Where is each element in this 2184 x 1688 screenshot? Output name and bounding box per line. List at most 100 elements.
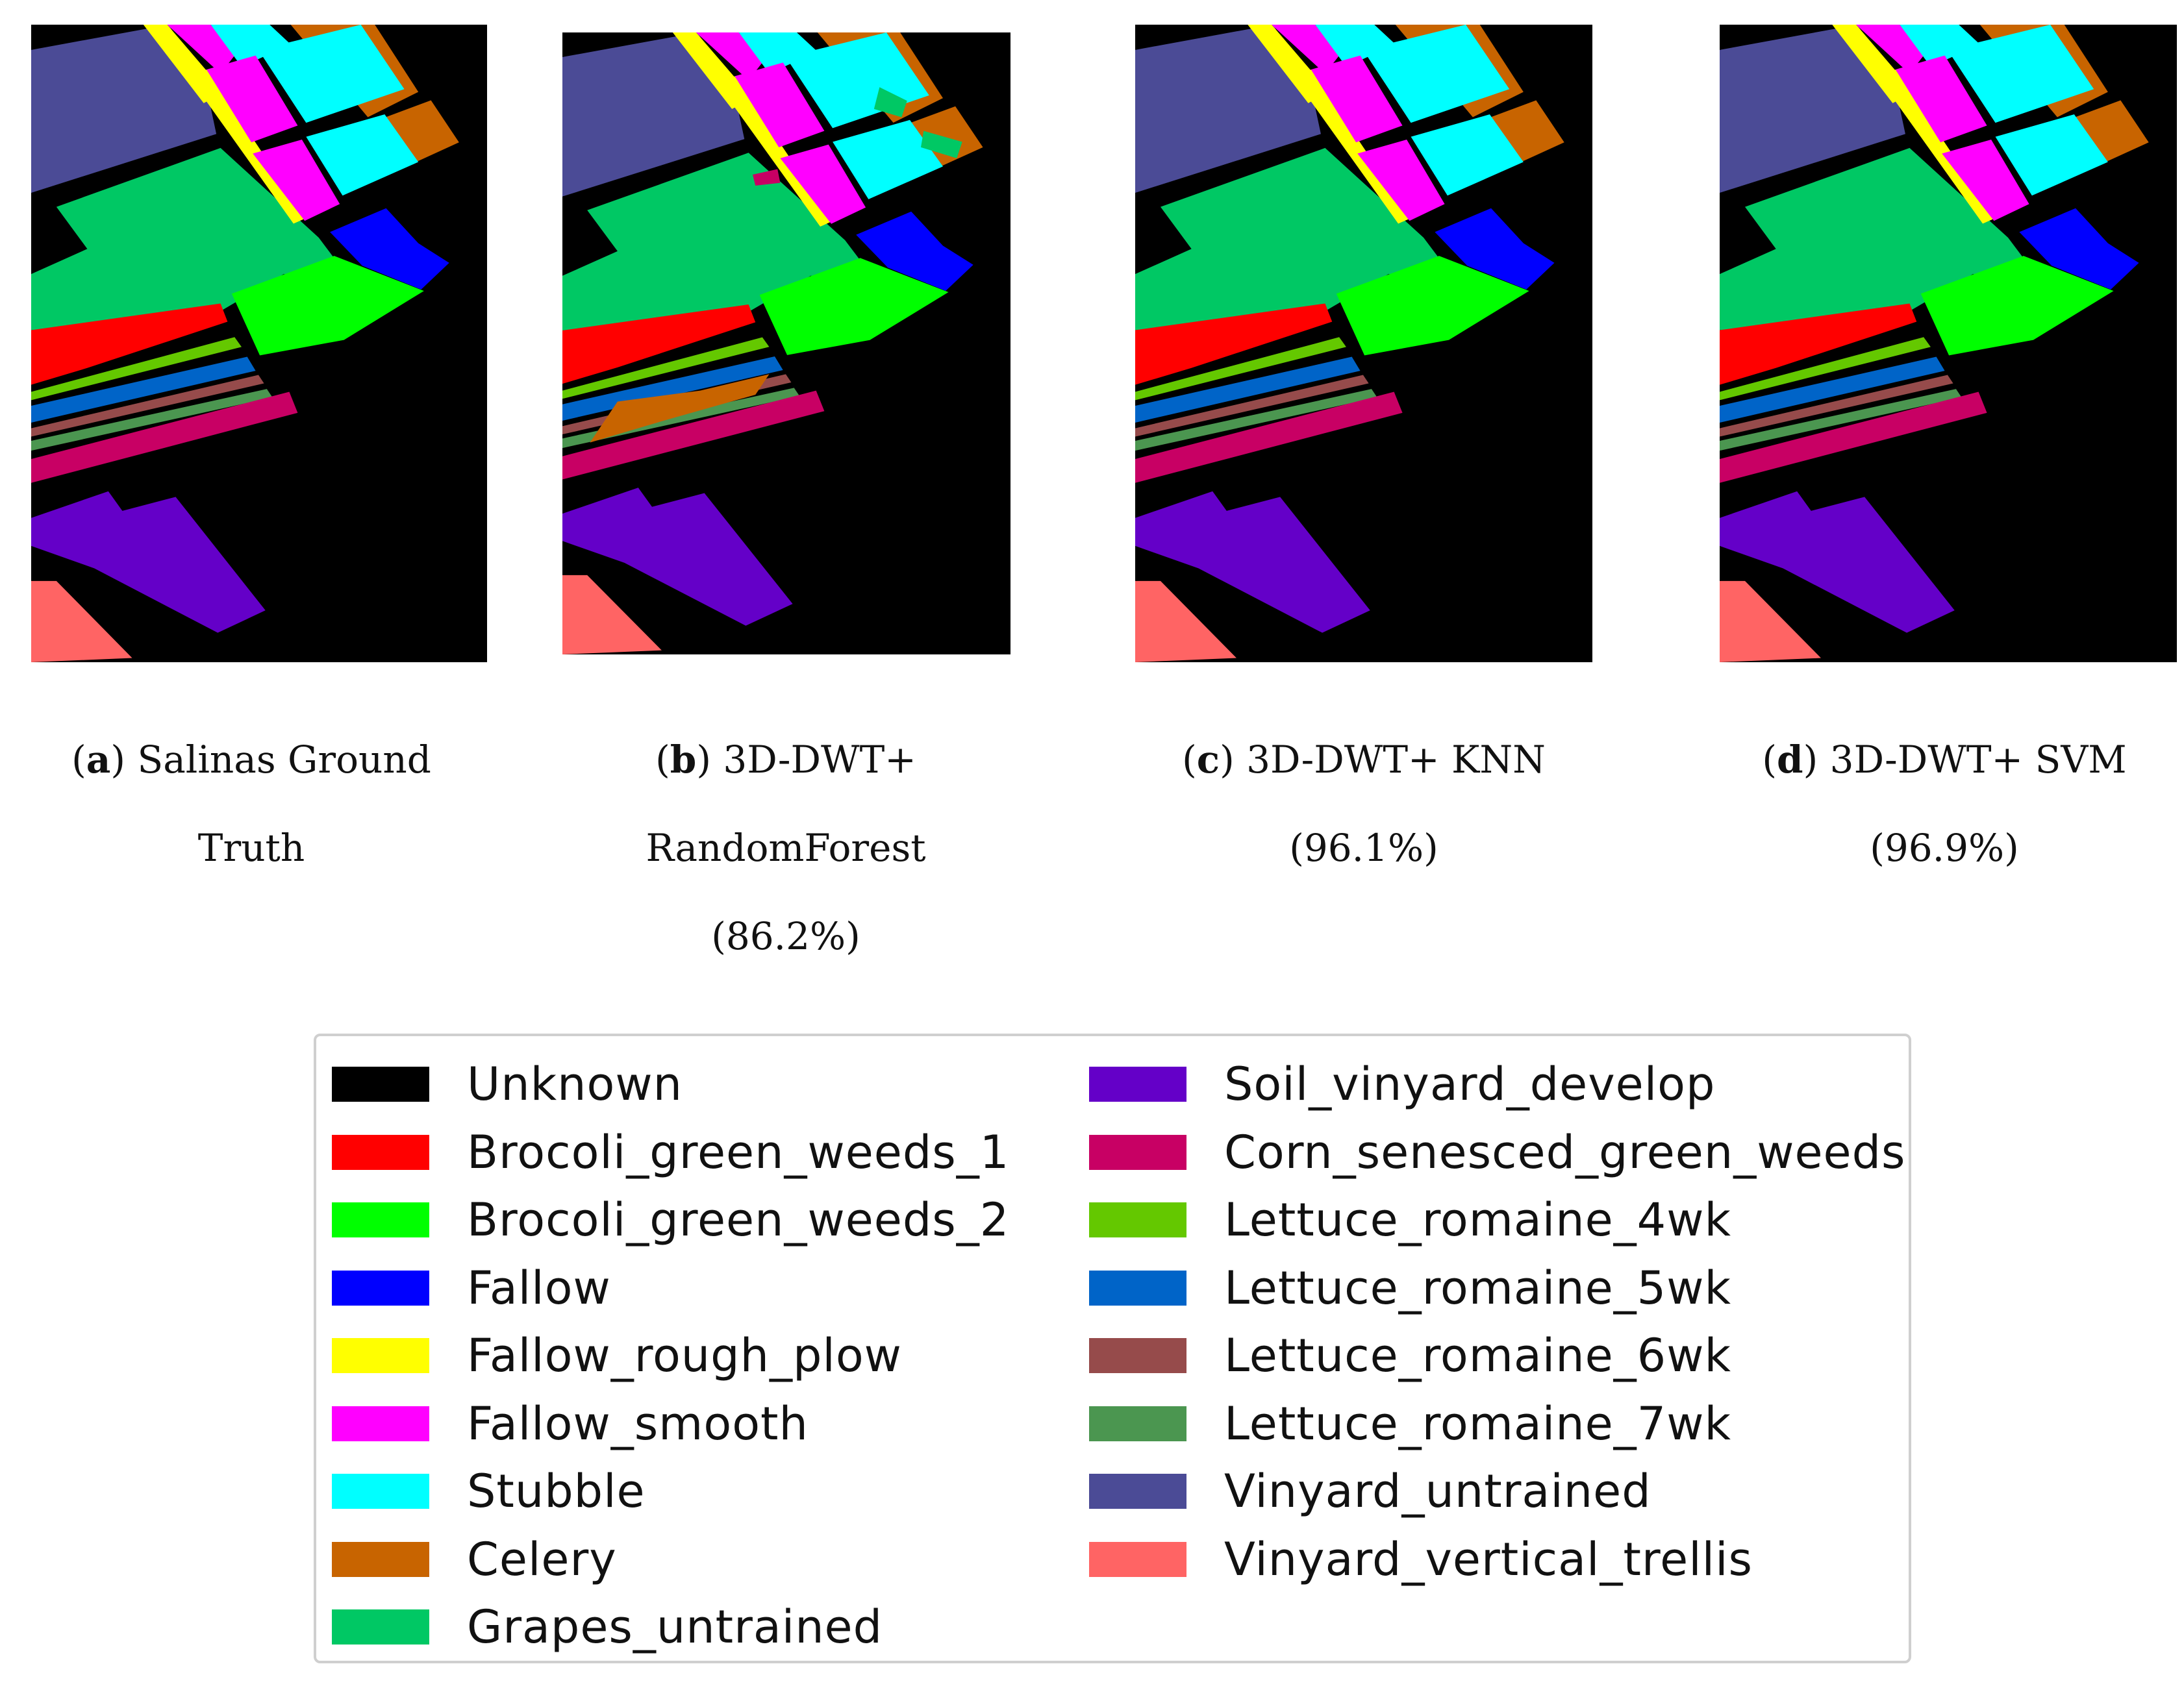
map-region — [190, 69, 307, 224]
map-region — [1720, 389, 1962, 451]
legend-item: Stubble — [332, 1458, 1009, 1526]
legend-label: Brocoli_green_weeds_1 — [467, 1125, 1010, 1179]
map-region — [1411, 114, 1524, 196]
caption-d-line1: (d) 3D-DWT+ SVM — [1762, 738, 2127, 782]
map-region — [231, 256, 424, 356]
legend-label: Lettuce_romaine_4wk — [1224, 1193, 1732, 1247]
classification-map-a — [31, 25, 487, 662]
map-region — [1720, 375, 1953, 437]
legend-swatch — [332, 1067, 429, 1102]
caption-c: (c) 3D-DWT+ KNN (96.1%) — [1130, 715, 1598, 892]
map-region — [210, 25, 291, 67]
map-panel-c — [1135, 25, 1592, 662]
caption-d: (d) 3D-DWT+ SVM (96.9%) — [1714, 715, 2174, 892]
map-region — [1315, 25, 1396, 67]
map-region — [1947, 25, 2094, 123]
legend-label: Unknown — [467, 1058, 683, 1111]
map-region — [330, 208, 449, 290]
legend-label: Soil_vinyard_develop — [1224, 1058, 1716, 1111]
legend-item: Fallow — [332, 1254, 1009, 1322]
map-region — [1720, 491, 1955, 633]
legend-swatch — [1089, 1270, 1186, 1306]
legend-swatch — [332, 1134, 429, 1170]
caption-d-letter: d — [1777, 738, 1803, 782]
caption-b-line3: (86.2%) — [711, 914, 860, 958]
map-region — [31, 303, 228, 385]
map-region — [1135, 147, 1445, 354]
map-region — [833, 119, 943, 199]
map-region — [1720, 580, 1821, 662]
map-region — [1135, 337, 1346, 401]
map-region — [1135, 491, 1370, 633]
legend-swatch — [1089, 1406, 1186, 1441]
legend-swatch — [1089, 1134, 1186, 1170]
legend-label: Lettuce_romaine_6wk — [1224, 1329, 1732, 1383]
map-region — [1135, 303, 1333, 385]
legend-swatch — [1089, 1202, 1186, 1238]
map-region — [1895, 55, 1987, 143]
class-legend: Unknown Brocoli_green_weeds_1 Brocoli_gr… — [314, 1034, 1911, 1663]
map-region — [1135, 25, 1321, 193]
map-region — [1357, 139, 1445, 221]
map-region — [1311, 55, 1403, 143]
caption-b-line1: (b) 3D-DWT+ — [655, 738, 916, 782]
map-region — [1720, 356, 1945, 423]
legend-column-right: Soil_vinyard_develop Corn_senesced_green… — [1089, 1050, 1906, 1593]
map-region — [1720, 391, 1987, 483]
legend-label: Fallow_rough_plow — [467, 1329, 902, 1383]
legend-swatch — [332, 1609, 429, 1645]
map-region — [856, 211, 973, 291]
caption-c-title1: 3D-DWT+ KNN — [1246, 738, 1546, 782]
caption-b: (b) 3D-DWT+ RandomForest (86.2%) — [559, 715, 1013, 980]
legend-item: Lettuce_romaine_5wk — [1089, 1254, 1906, 1322]
map-region — [1362, 25, 1510, 123]
legend-swatch — [332, 1541, 429, 1577]
map-region — [1135, 375, 1369, 437]
map-region — [31, 337, 242, 401]
map-region — [1435, 208, 1555, 290]
map-region — [2060, 100, 2149, 165]
legend-swatch — [1089, 1474, 1186, 1509]
map-region — [759, 258, 949, 355]
legend-label: Lettuce_romaine_7wk — [1224, 1396, 1732, 1450]
caption-d-line2: (96.9%) — [1870, 826, 2019, 870]
caption-c-line1: (c) 3D-DWT+ KNN — [1182, 738, 1546, 782]
caption-a: (a) Salinas Ground Truth — [19, 715, 483, 892]
legend-swatch — [332, 1338, 429, 1374]
map-region — [1900, 25, 1980, 67]
map-region — [562, 488, 793, 626]
legend-item: Grapes_untrained — [332, 1593, 1009, 1661]
map-region — [738, 32, 818, 74]
legend-item: Vinyard_vertical_trellis — [1089, 1526, 1906, 1594]
map-region — [562, 153, 866, 354]
legend-item: Brocoli_green_weeds_2 — [332, 1186, 1009, 1254]
caption-b-title1: 3D-DWT+ — [723, 738, 916, 782]
legend-swatch — [332, 1270, 429, 1306]
map-region — [253, 139, 340, 221]
legend-item: Corn_senesced_green_weeds — [1089, 1119, 1906, 1187]
map-region — [1995, 114, 2108, 196]
map-region — [1135, 389, 1377, 451]
map-region — [1720, 303, 1917, 385]
map-region — [1942, 139, 2029, 221]
map-region — [258, 25, 405, 123]
map-panel-d — [1720, 25, 2177, 662]
legend-item: Fallow_rough_plow — [332, 1322, 1009, 1390]
map-region — [590, 374, 770, 443]
map-region — [1135, 391, 1403, 483]
map-region — [696, 32, 762, 81]
map-region — [31, 580, 132, 662]
legend-swatch — [1089, 1541, 1186, 1577]
legend-label: Fallow — [467, 1261, 611, 1315]
map-region — [1135, 580, 1236, 662]
legend-item: Lettuce_romaine_6wk — [1089, 1322, 1906, 1390]
map-region — [31, 25, 217, 193]
legend-item: Lettuce_romaine_7wk — [1089, 1390, 1906, 1458]
map-region — [1475, 100, 1564, 165]
caption-a-line1: (a) Salinas Ground — [71, 738, 431, 782]
caption-b-line2: RandomForest — [646, 826, 926, 870]
map-region — [207, 55, 298, 143]
legend-item: Lettuce_romaine_4wk — [1089, 1186, 1906, 1254]
caption-a-title1: Salinas Ground — [137, 738, 431, 782]
legend-label: Stubble — [467, 1465, 646, 1519]
